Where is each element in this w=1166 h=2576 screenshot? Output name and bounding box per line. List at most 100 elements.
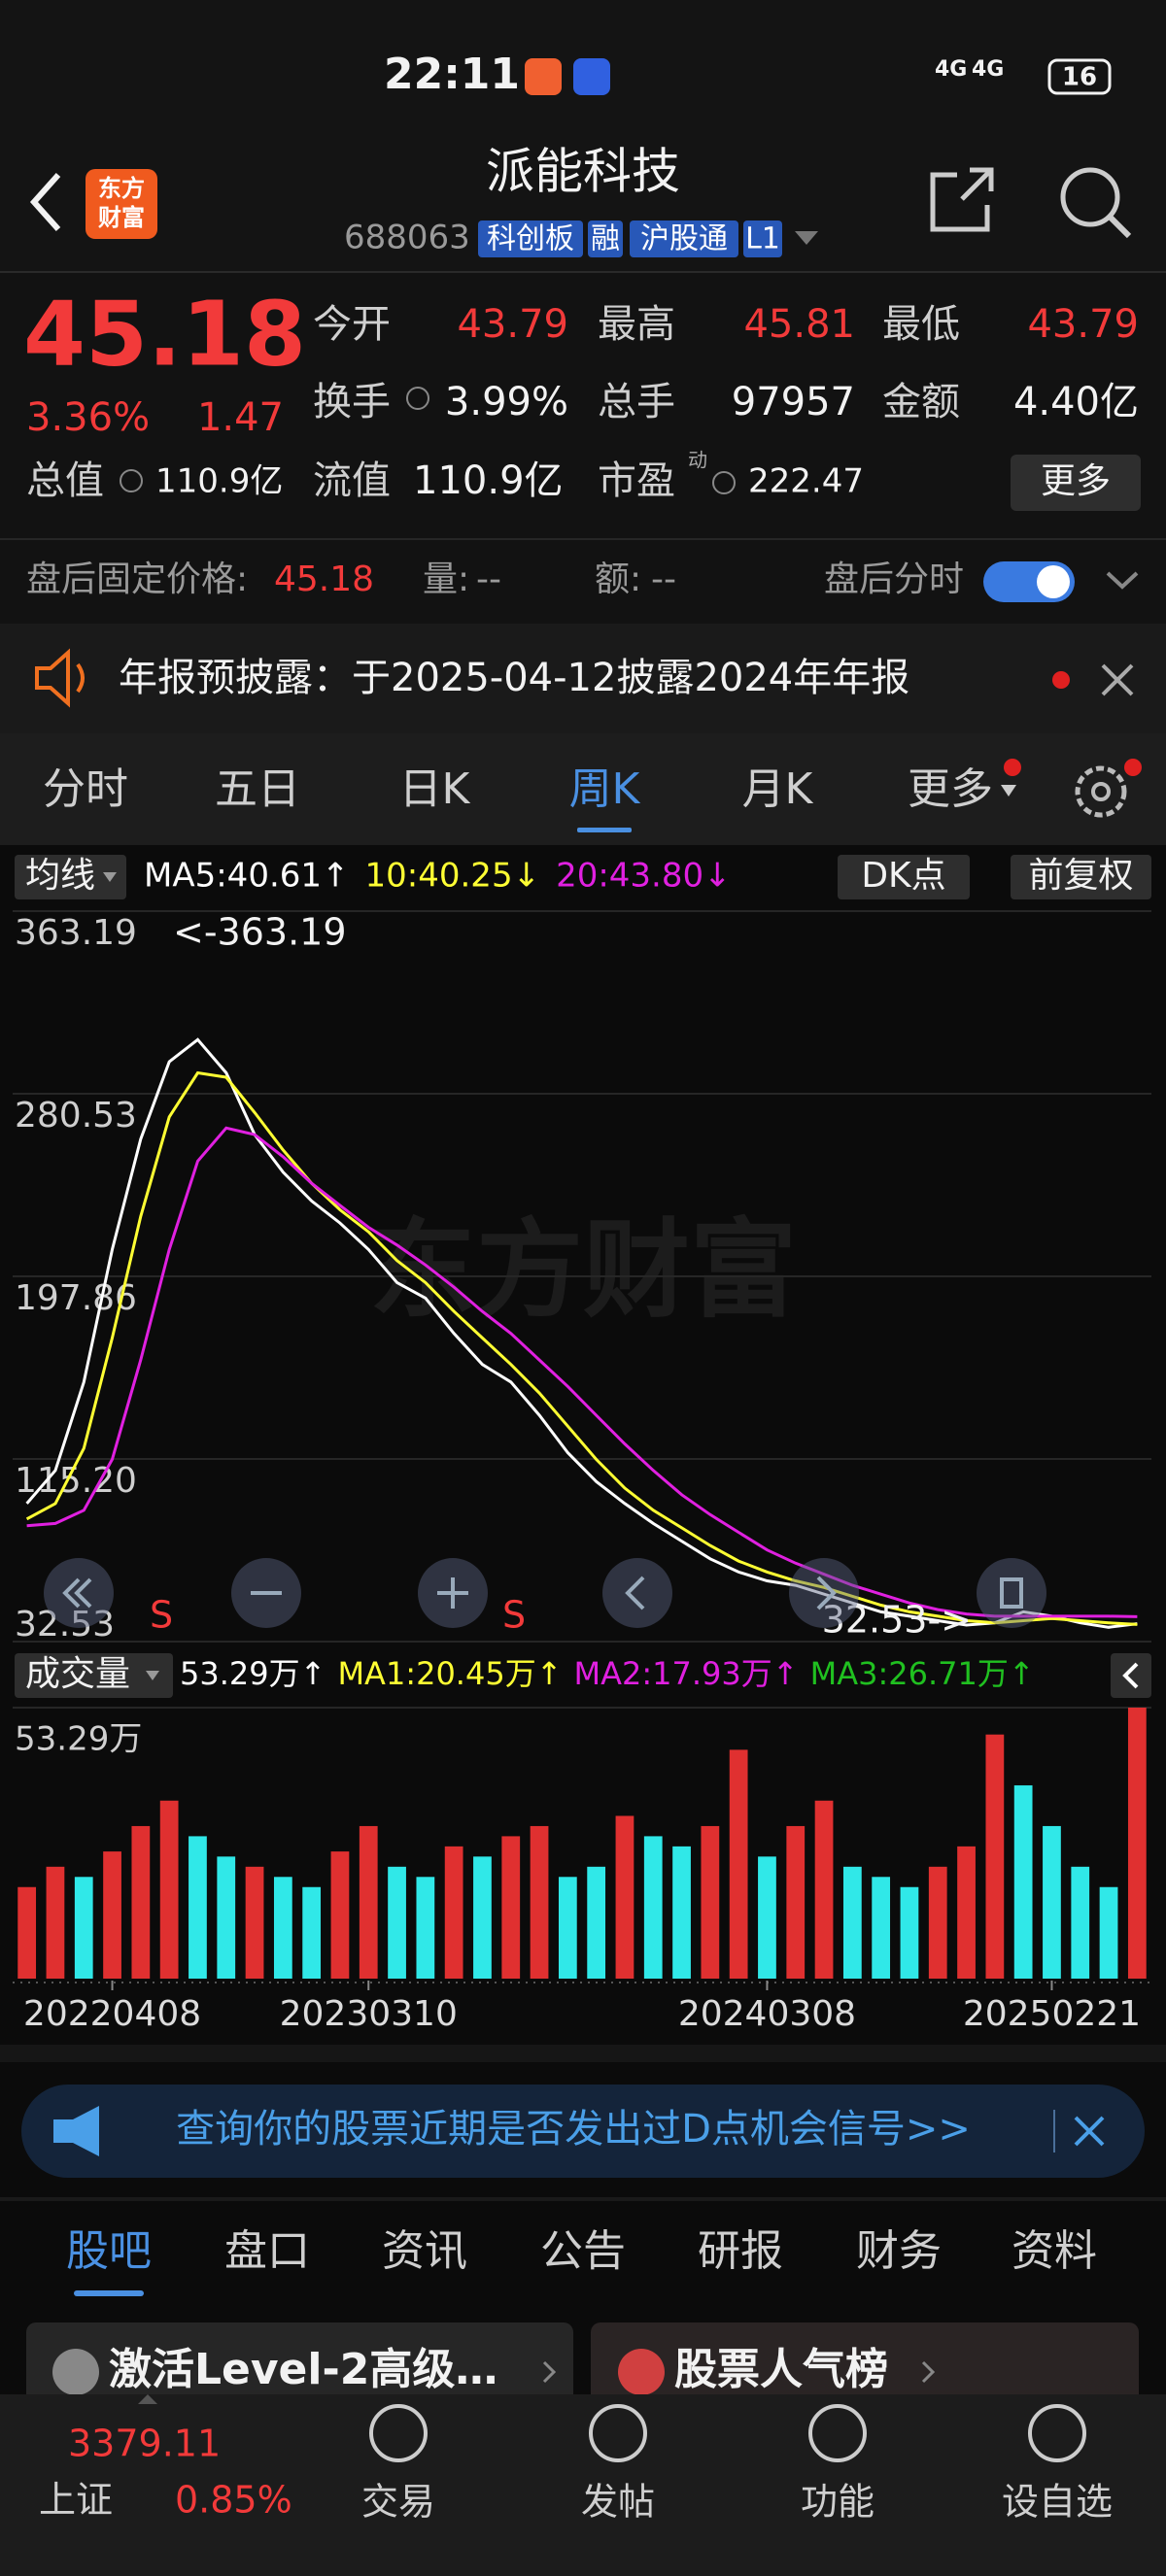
- volume-bar: [131, 1825, 151, 1979]
- unread-dot: [1124, 759, 1142, 776]
- close-button[interactable]: [1074, 2116, 1105, 2147]
- volume-bar: [388, 1866, 406, 1979]
- chart-button: [838, 855, 970, 899]
- zoom-control[interactable]: [977, 1558, 1046, 1628]
- x-tick-label: 20220408: [23, 1994, 201, 2034]
- battery-level: 16: [1062, 63, 1097, 92]
- card-arrow: [921, 2360, 936, 2384]
- card-icon: [52, 2349, 99, 2395]
- volume-bar: [103, 1851, 121, 1979]
- promo-text: 查询你的股票近期是否发出过D点机会信号>>: [176, 2107, 971, 2152]
- unread-dot: [1052, 671, 1070, 689]
- tabs-background: [0, 733, 1166, 845]
- chart-tab: 更多: [908, 764, 993, 814]
- legend-entry: MA5:40.61↑: [144, 857, 350, 896]
- stat-value: 3.99%: [445, 380, 568, 424]
- after-hours-label: 量:: [423, 559, 469, 599]
- info-icon: [712, 471, 736, 494]
- network-label: 4G: [972, 57, 1004, 82]
- close-button[interactable]: [1101, 663, 1134, 696]
- signal-marker: S: [502, 1594, 526, 1637]
- index-value: 3379.11: [68, 2423, 221, 2465]
- y-tick-label: 32.53: [15, 1605, 115, 1644]
- chart-tab: 五日: [215, 764, 300, 814]
- chart-tab: 日K: [399, 764, 471, 814]
- volume-bar: [359, 1825, 378, 1979]
- more-button-label: 更多: [1041, 461, 1111, 501]
- legend-entry: 53.29万↑: [180, 1655, 326, 1692]
- volume-bar: [587, 1866, 606, 1979]
- volume-bar: [46, 1866, 65, 1979]
- stat-value: 222.47: [748, 462, 864, 501]
- card-icon: [618, 2349, 665, 2395]
- logo: [86, 169, 157, 239]
- low-price-label: 32.53->: [822, 1599, 972, 1642]
- content-tab: 资料: [1012, 2226, 1097, 2276]
- zoom-control-icon: [437, 1577, 468, 1609]
- change-percent: 3.36%: [26, 395, 150, 440]
- nav-icon: [369, 2404, 428, 2462]
- status-app-icon: [573, 58, 610, 95]
- nav-label[interactable]: 功能: [801, 2481, 874, 2524]
- dropdown-arrow: [103, 872, 117, 882]
- quote-background: [0, 272, 1166, 624]
- zoom-control[interactable]: [789, 1558, 859, 1628]
- nav-label[interactable]: 发帖: [581, 2481, 655, 2524]
- chart-button: [1011, 855, 1151, 899]
- zoom-control-icon: [1000, 1577, 1023, 1609]
- stat-value: 43.79: [1027, 302, 1139, 347]
- stock-tag: [588, 220, 623, 257]
- content-tab: 研报: [698, 2226, 783, 2276]
- legend-entry: MA2:17.93万↑: [574, 1655, 799, 1692]
- status-app-icon: [525, 58, 562, 95]
- stat-value: 45.81: [743, 302, 855, 347]
- expand-arrow[interactable]: [1106, 571, 1139, 590]
- stat-label: 换手: [313, 380, 391, 424]
- y-tick-label: 280.53: [15, 1096, 137, 1135]
- dropdown-arrow: [795, 231, 818, 245]
- volume-bar: [558, 1877, 577, 1979]
- x-tick-label: 20240308: [678, 1994, 856, 2034]
- indicator-selector: [15, 855, 126, 899]
- more-button: [1011, 455, 1141, 511]
- indicator-label: 成交量: [25, 1654, 130, 1694]
- speaker-icon: [35, 648, 85, 708]
- stock-name: 派能科技: [486, 144, 680, 200]
- volume-bar: [302, 1886, 322, 1979]
- zoom-control[interactable]: [602, 1558, 672, 1628]
- settings-center: [1091, 782, 1111, 801]
- volume-bar: [615, 1815, 634, 1979]
- volume-bar: [1099, 1886, 1118, 1979]
- ma-line: [25, 1037, 1138, 1629]
- ma-line: [26, 1126, 1138, 1618]
- stock-tag: [478, 220, 583, 257]
- nav-label[interactable]: 设自选: [1002, 2481, 1113, 2524]
- feature-card: [591, 2322, 1139, 2410]
- stat-label: 最高: [598, 302, 675, 347]
- volume-bar: [701, 1825, 720, 1979]
- volume-bar: [900, 1886, 919, 1979]
- stat-label: 流值: [313, 458, 391, 503]
- zoom-control-icon: [625, 1576, 645, 1610]
- share-button[interactable]: [930, 167, 994, 232]
- nav-label[interactable]: 交易: [361, 2481, 435, 2524]
- volume-bar: [501, 1836, 521, 1979]
- stock-tag-text: 融: [591, 222, 620, 256]
- back-button[interactable]: [29, 173, 61, 231]
- volume-bar: [159, 1800, 179, 1979]
- notice-text: 年报预披露：于2025-04-12披露2024年年报: [119, 656, 909, 700]
- stat-label: 今开: [313, 302, 391, 347]
- dropdown-arrow: [1001, 785, 1016, 797]
- watermark: 东方财富: [369, 1207, 797, 1332]
- volume-bar: [217, 1856, 236, 1979]
- content-tab: 股吧: [66, 2226, 152, 2276]
- y-tick-label: 197.86: [15, 1278, 137, 1318]
- stat-label: 市盈: [598, 458, 675, 503]
- active-tab-underline: [74, 2290, 144, 2296]
- stat-label: 最低: [882, 302, 960, 347]
- x-tick-label: 20230310: [280, 1994, 458, 2034]
- volume-bar: [672, 1846, 691, 1979]
- collapse-icon: [1122, 1662, 1139, 1689]
- search-button[interactable]: [1060, 167, 1120, 227]
- settings-button[interactable]: [1075, 765, 1127, 818]
